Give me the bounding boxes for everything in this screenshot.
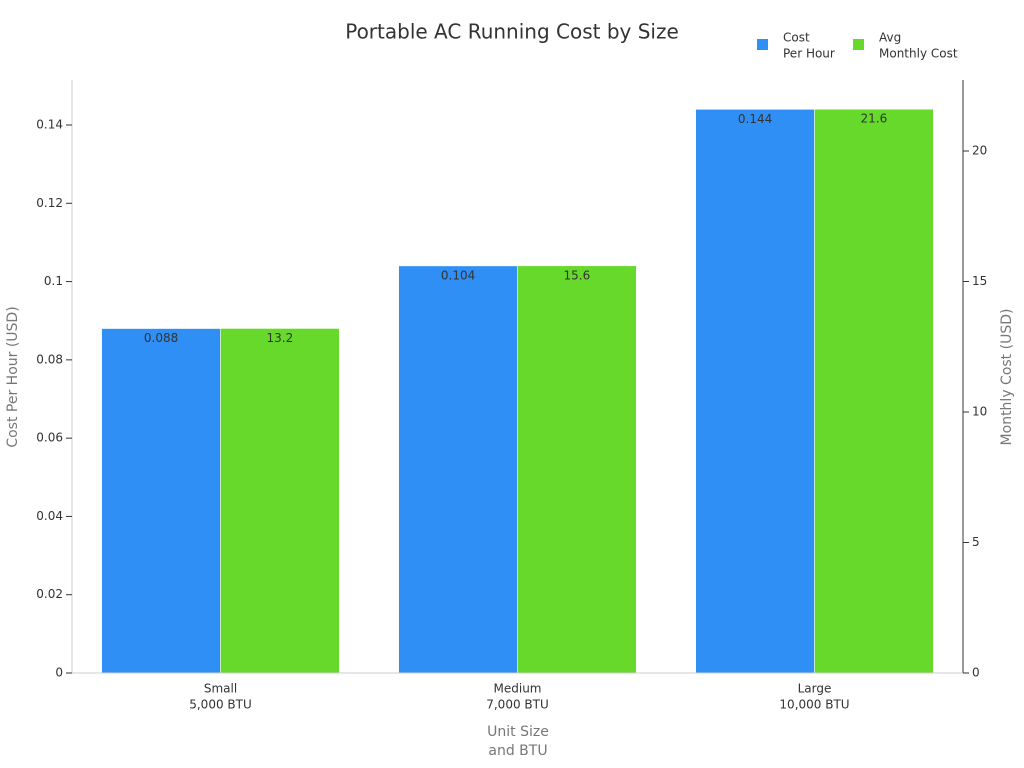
y-tick-label: 0.04 [36, 509, 63, 523]
value-label: 0.104 [441, 268, 475, 282]
y2-tick-label: 15 [972, 274, 987, 288]
chart-title: Portable AC Running Cost by Size [345, 20, 679, 44]
legend-label: Cost [783, 31, 810, 45]
y-tick-label: 0 [55, 666, 63, 680]
value-label: 15.6 [564, 268, 591, 282]
bar [517, 265, 637, 674]
bar [814, 108, 934, 674]
value-label: 0.088 [144, 331, 178, 345]
y-axis-title: Cost Per Hour (USD) [5, 306, 21, 447]
y-tick-label: 0.06 [36, 431, 63, 445]
x-axis-title: and BTU [488, 743, 547, 759]
x-axis-title: Unit Size [487, 724, 549, 740]
legend-label: Monthly Cost [879, 47, 958, 61]
x-tick-label: Medium [494, 682, 542, 696]
x-tick-label: Small [204, 682, 237, 696]
legend-swatch [757, 39, 768, 50]
legend-swatch [853, 39, 864, 50]
value-label: 21.6 [861, 112, 888, 126]
x-tick-label: 5,000 BTU [189, 698, 252, 712]
legend-label: Per Hour [783, 47, 835, 61]
value-label: 13.2 [267, 331, 294, 345]
y2-tick-label: 10 [972, 404, 987, 418]
bar [398, 265, 518, 674]
bar [101, 328, 221, 674]
y-tick-label: 0.12 [36, 196, 63, 210]
bar [695, 109, 815, 674]
y2-axis-title: Monthly Cost (USD) [999, 309, 1015, 446]
y2-tick-label: 0 [972, 666, 980, 680]
x-tick-label: 7,000 BTU [486, 698, 549, 712]
x-tick-label: 10,000 BTU [779, 698, 849, 712]
y2-tick-label: 5 [972, 535, 980, 549]
bar [220, 328, 340, 674]
y-tick-label: 0.14 [36, 118, 63, 132]
y2-tick-label: 20 [972, 143, 987, 157]
legend-label: Avg [879, 31, 901, 45]
y-tick-label: 0.08 [36, 352, 63, 366]
x-tick-label: Large [798, 682, 832, 696]
y-tick-label: 0.02 [36, 587, 63, 601]
y-tick-label: 0.1 [44, 274, 63, 288]
value-label: 0.144 [738, 112, 772, 126]
